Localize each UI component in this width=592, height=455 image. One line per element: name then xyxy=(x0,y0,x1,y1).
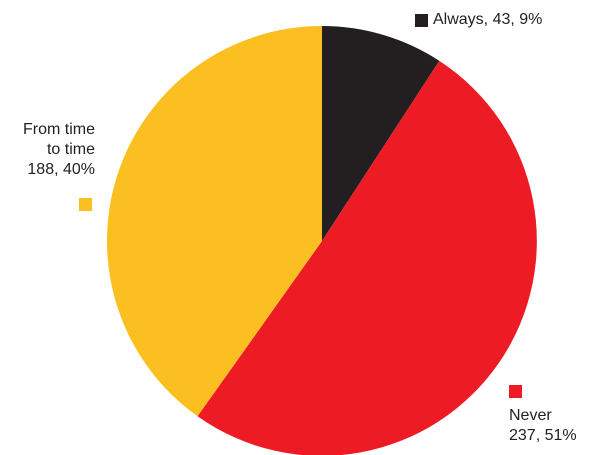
slice-label-never-line2: 237, 51% xyxy=(509,427,577,444)
legend-swatch-always xyxy=(415,14,428,27)
slice-label-from-time-to-time-line1: From time xyxy=(23,121,95,138)
pie-slice-from-time-to-time xyxy=(106,26,322,417)
legend-swatch-never xyxy=(509,385,522,398)
slice-label-always: Always, 43, 9% xyxy=(433,11,543,28)
slice-label-never: Never 237, 51% xyxy=(509,406,577,446)
slice-label-from-time-to-time-line3: 188, 40% xyxy=(27,161,95,178)
legend-swatch-from-time-to-time xyxy=(79,198,92,211)
pie-slice-never xyxy=(197,60,537,455)
pie-slice-always xyxy=(322,26,440,241)
slice-label-from-time-to-time: From time to time 188, 40% xyxy=(23,120,95,180)
slice-label-never-line1: Never xyxy=(509,407,552,424)
slice-label-from-time-to-time-line2: to time xyxy=(46,141,95,158)
